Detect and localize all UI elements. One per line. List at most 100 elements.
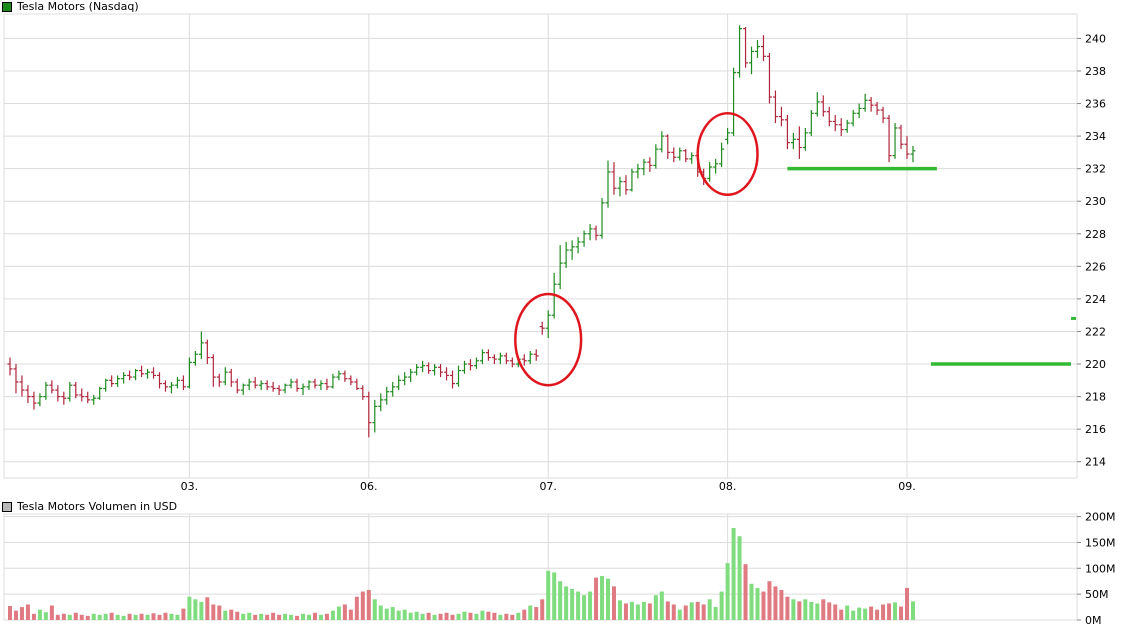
ohlc-bar [473, 357, 479, 369]
volume-bar [438, 613, 443, 620]
ohlc-bar [689, 152, 695, 164]
ohlc-bar [37, 393, 43, 407]
volume-bar [426, 612, 431, 620]
ohlc-bar [898, 124, 904, 150]
ohlc-bar [330, 373, 336, 389]
volume-bar [324, 613, 329, 620]
volume-bar [360, 591, 365, 620]
volume-bar [265, 614, 270, 620]
ohlc-bar [485, 349, 491, 361]
price-chart-title: Tesla Motors (Nasdaq) [17, 0, 139, 13]
ohlc-bar [659, 131, 665, 153]
annotation-circle [696, 112, 759, 196]
volume-bar [307, 614, 311, 620]
ohlc-bar [240, 383, 246, 395]
ohlc-bar [749, 46, 755, 75]
volume-bar [797, 601, 802, 620]
volume-bar [755, 587, 760, 620]
volume-bar [283, 613, 288, 620]
ohlc-bar [880, 106, 886, 124]
ohlc-bar [725, 127, 731, 145]
volume-bar [408, 612, 413, 620]
ohlc-bar [61, 391, 67, 405]
ohlc-bar [874, 101, 880, 115]
volume-bar [133, 614, 138, 620]
ohlc-bar [533, 349, 539, 361]
volume-bar [647, 603, 652, 620]
ohlc-bar [192, 351, 198, 366]
ohlc-bar [438, 364, 444, 378]
ohlc-bar [844, 119, 850, 133]
volume-bar [277, 614, 282, 620]
ohlc-bar [497, 352, 503, 365]
volume-bar [504, 613, 509, 620]
ohlc-bar [216, 373, 222, 387]
ohlc-bar [366, 391, 372, 438]
volume-bar [211, 604, 216, 620]
volume-bar [247, 612, 252, 620]
volume-bar [49, 605, 54, 620]
ohlc-bar [557, 245, 563, 290]
volume-bar [893, 602, 898, 620]
volume-legend-swatch [2, 501, 12, 512]
ohlc-bar [234, 378, 240, 394]
volume-bar [659, 591, 664, 620]
ohlc-bar [264, 380, 270, 391]
volume-bar [737, 536, 742, 620]
ohlc-bar [456, 365, 461, 387]
ohlc-bar [103, 378, 109, 392]
volume-bar [845, 605, 850, 620]
volume-bar [348, 609, 353, 620]
volume-bar [611, 586, 616, 620]
volume-bar [157, 614, 162, 620]
ohlc-bar [802, 127, 808, 151]
volume-bar [289, 614, 294, 620]
ohlc-bar [258, 380, 264, 391]
ohlc-bar [707, 162, 713, 182]
ohlc-bar [210, 354, 216, 387]
volume-bar [67, 614, 72, 620]
ohlc-bar [563, 241, 569, 268]
ohlc-bar [336, 370, 342, 381]
ohlc-bar [503, 352, 509, 365]
ohlc-bar [288, 378, 294, 389]
volume-bar [803, 599, 808, 620]
volume-bar [815, 603, 820, 620]
volume-bar [869, 606, 874, 620]
volume-tick-label: 50M [1085, 588, 1109, 601]
volume-bar [881, 604, 886, 620]
ohlc-bar [276, 385, 282, 395]
ohlc-bar [653, 144, 659, 169]
volume-bar [318, 614, 323, 620]
ohlc-bar [396, 375, 402, 391]
volume-legend: Tesla Motors Volumen in USD [2, 500, 177, 513]
volume-bar [492, 612, 497, 620]
ohlc-bar [760, 35, 766, 62]
volume-bar [79, 614, 84, 620]
ohlc-bar [348, 375, 354, 386]
ohlc-bar [461, 360, 467, 374]
volume-bar [851, 610, 856, 620]
ohlc-bar [521, 354, 527, 366]
volume-chart-title: Tesla Motors Volumen in USD [17, 500, 178, 513]
ohlc-bar [174, 377, 180, 389]
ohlc-bar [228, 368, 234, 387]
volume-bar [205, 597, 210, 620]
volume-bar [19, 607, 24, 620]
volume-bar [145, 614, 150, 620]
price-plot-frame [3, 13, 1078, 479]
volume-bar [899, 606, 904, 620]
ohlc-bar [832, 114, 838, 132]
ohlc-bar [605, 160, 611, 208]
volume-bar [354, 596, 359, 620]
volume-bar [653, 595, 658, 620]
ohlc-bar [97, 386, 103, 400]
ohlc-bar [593, 225, 599, 241]
volume-bar [259, 613, 264, 620]
price-tick-label: 232 [1085, 163, 1106, 176]
ohlc-bar [79, 388, 85, 402]
ohlc-bar [766, 53, 772, 104]
volume-bar [809, 601, 814, 620]
volume-bar [719, 591, 724, 620]
volume-bar [456, 613, 461, 620]
